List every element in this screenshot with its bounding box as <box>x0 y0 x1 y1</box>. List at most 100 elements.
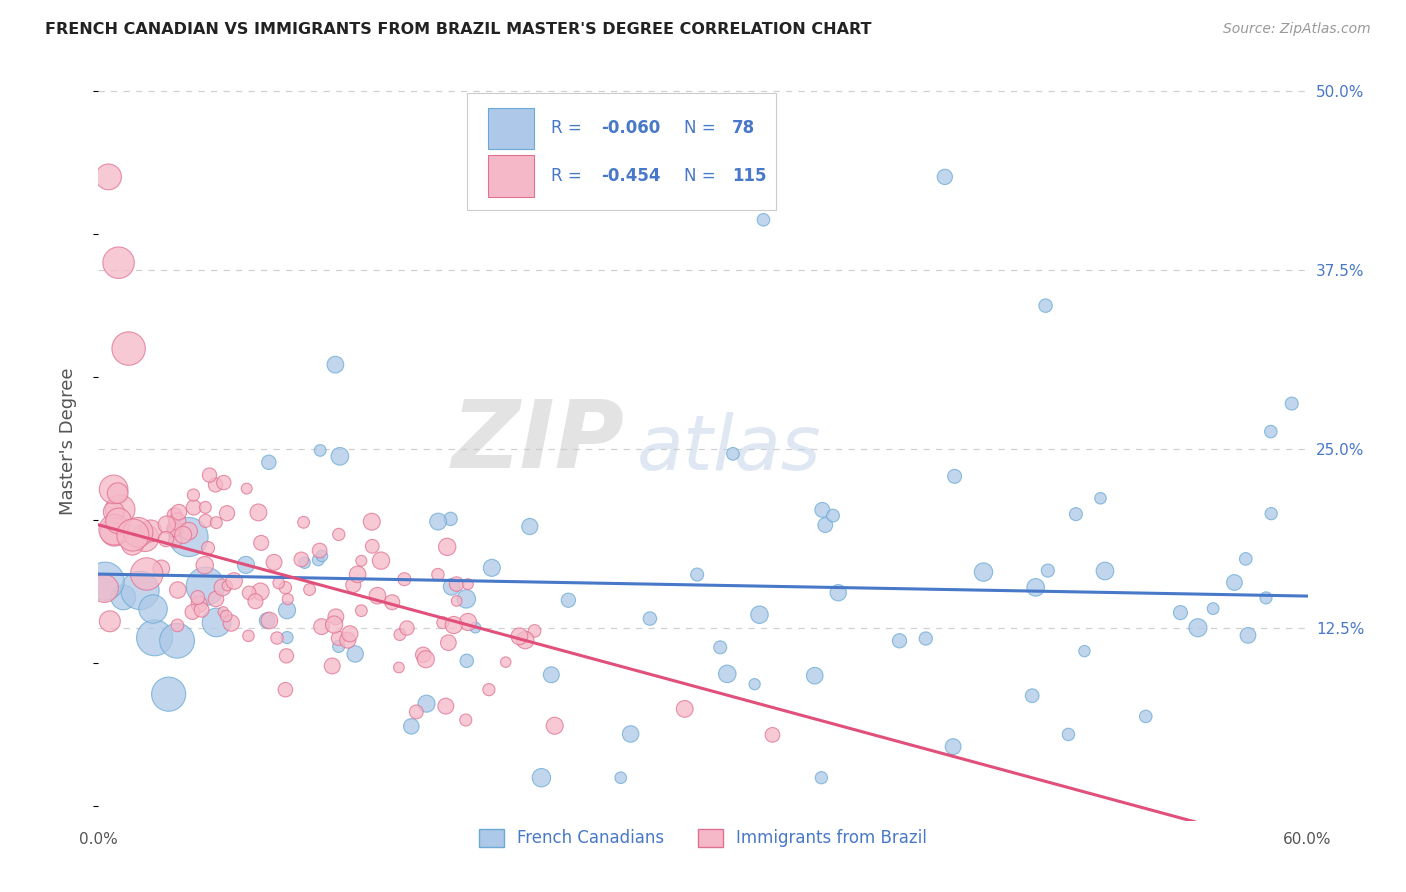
Point <box>329 450 352 464</box>
Point <box>107 256 129 270</box>
Point <box>638 611 661 625</box>
Point <box>257 455 280 469</box>
Point <box>121 537 143 551</box>
Point <box>686 567 709 582</box>
Point <box>1202 601 1225 615</box>
Point <box>163 523 186 537</box>
Point <box>523 624 546 638</box>
Point <box>263 555 285 569</box>
Point <box>328 631 350 645</box>
Point <box>1090 491 1112 506</box>
Point <box>181 605 204 619</box>
Point <box>274 682 297 697</box>
Point <box>361 539 384 553</box>
Point <box>495 655 517 669</box>
Point <box>177 530 200 544</box>
Point <box>194 558 217 573</box>
Point <box>156 517 179 532</box>
Point <box>1223 575 1246 590</box>
Point <box>344 647 367 661</box>
Point <box>1170 606 1192 620</box>
Point <box>934 169 956 184</box>
Point <box>308 543 330 558</box>
Point <box>194 579 217 593</box>
Text: 78: 78 <box>733 120 755 137</box>
Point <box>267 576 290 591</box>
Point <box>401 719 423 733</box>
Point <box>432 615 454 630</box>
Text: 115: 115 <box>733 167 766 186</box>
Point <box>350 554 373 568</box>
Text: FRENCH CANADIAN VS IMMIGRANTS FROM BRAZIL MASTER'S DEGREE CORRELATION CHART: FRENCH CANADIAN VS IMMIGRANTS FROM BRAZI… <box>45 22 872 37</box>
Text: Source: ZipAtlas.com: Source: ZipAtlas.com <box>1223 22 1371 37</box>
Text: -0.454: -0.454 <box>602 167 661 186</box>
Point <box>440 580 463 594</box>
Point <box>215 506 238 520</box>
FancyBboxPatch shape <box>488 155 534 197</box>
Point <box>328 640 350 654</box>
Point <box>222 574 245 588</box>
Point <box>259 614 281 628</box>
Point <box>342 578 364 592</box>
Point <box>446 577 468 591</box>
Point <box>204 478 226 492</box>
Point <box>194 514 217 528</box>
Point <box>311 620 333 634</box>
Point <box>336 633 359 648</box>
Point <box>294 556 316 570</box>
Point <box>238 586 260 600</box>
Point <box>103 524 125 539</box>
Point <box>118 342 141 356</box>
Point <box>107 486 129 500</box>
Point <box>481 561 503 575</box>
Point <box>325 358 347 372</box>
Point <box>1254 591 1277 605</box>
Point <box>752 212 775 227</box>
Point <box>197 541 219 555</box>
Point <box>205 615 228 630</box>
Point <box>157 687 180 701</box>
Point <box>508 629 530 643</box>
Point <box>1021 689 1043 703</box>
Point <box>266 631 288 645</box>
Legend: French Canadians, Immigrants from Brazil: French Canadians, Immigrants from Brazil <box>472 822 934 854</box>
Point <box>166 582 188 597</box>
Point <box>519 519 541 533</box>
Point <box>139 524 162 538</box>
Point <box>177 524 200 538</box>
Point <box>434 699 457 714</box>
Point <box>346 567 368 582</box>
Text: R =: R = <box>551 167 586 186</box>
Point <box>544 719 567 733</box>
Point <box>1057 727 1080 741</box>
Point <box>721 447 744 461</box>
Point <box>395 621 418 635</box>
Point <box>103 483 125 497</box>
Point <box>1260 425 1282 439</box>
Point <box>188 597 211 611</box>
Point <box>443 618 465 632</box>
Point <box>198 468 221 483</box>
Point <box>415 652 437 666</box>
Point <box>456 654 478 668</box>
Point <box>112 591 135 605</box>
Point <box>530 771 553 785</box>
Point <box>454 713 477 727</box>
Point <box>889 633 911 648</box>
Point <box>219 615 242 630</box>
Point <box>1237 628 1260 642</box>
FancyBboxPatch shape <box>467 93 776 211</box>
Point <box>256 614 278 628</box>
Point <box>716 666 738 681</box>
Point <box>1094 564 1116 578</box>
Point <box>217 579 239 593</box>
Text: ZIP: ZIP <box>451 395 624 488</box>
Point <box>748 607 770 622</box>
Point <box>129 583 152 598</box>
Text: R =: R = <box>551 120 586 137</box>
Point <box>1135 709 1157 723</box>
Point <box>811 503 834 517</box>
Point <box>187 591 209 605</box>
Point <box>1073 644 1095 658</box>
Point <box>328 527 350 541</box>
